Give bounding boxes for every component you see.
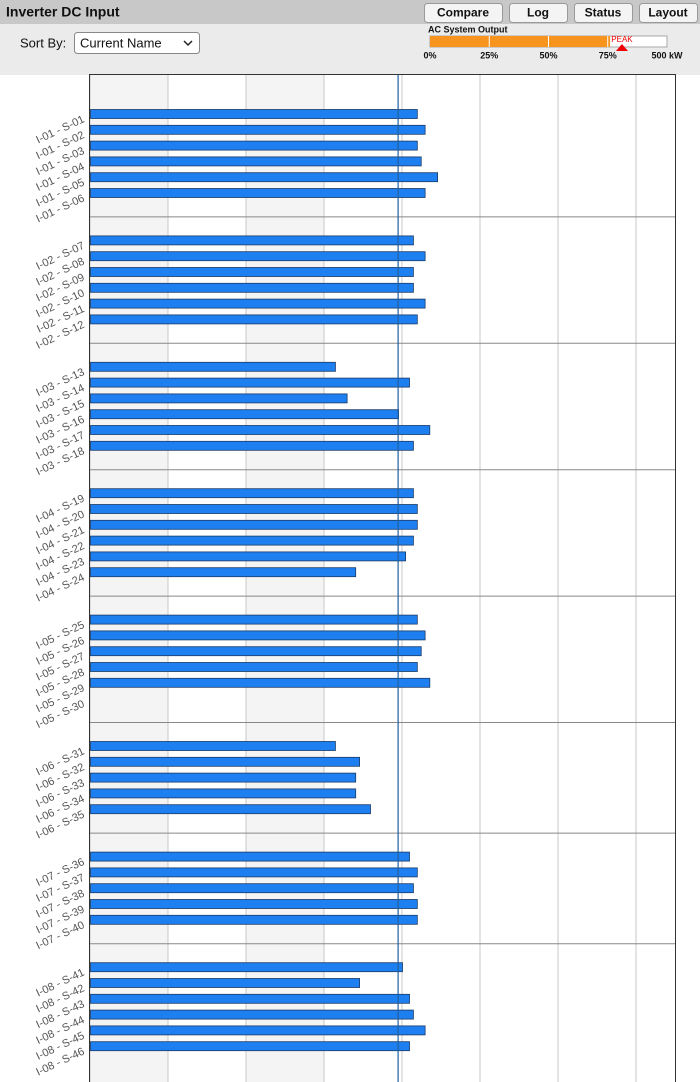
peak-marker (615, 44, 628, 51)
gauge-title: AC System Output (428, 24, 508, 34)
bar (90, 488, 414, 499)
bar (90, 235, 414, 246)
bar (90, 646, 422, 657)
bar (90, 551, 407, 562)
bar (90, 978, 361, 988)
bar (90, 519, 418, 530)
bar (90, 425, 431, 435)
bar (90, 1041, 410, 1052)
bar (90, 393, 348, 404)
bar (90, 361, 336, 372)
sort-label: Sort By: (20, 35, 66, 50)
bar (90, 756, 361, 767)
bar (90, 567, 357, 578)
bar (90, 899, 418, 909)
bar (90, 1009, 414, 1020)
button[interactable]: Log (509, 3, 568, 23)
bar (90, 962, 403, 973)
label-area (0, 75, 89, 1082)
gauge-tick-label: 50% (539, 50, 557, 60)
bar (90, 804, 371, 815)
bar (90, 314, 418, 325)
bar (90, 140, 418, 151)
gauge-tick-label: 500 kW (651, 50, 683, 60)
bar (90, 914, 418, 925)
bar (90, 172, 439, 183)
bar (90, 156, 422, 167)
sort-value: Current Name (80, 35, 162, 50)
bar (90, 377, 410, 388)
bar (90, 614, 418, 625)
grid-band (246, 75, 324, 1082)
button-label: Status (585, 6, 622, 20)
button-face (424, 3, 503, 23)
button-label: Log (527, 6, 549, 20)
button-face (574, 3, 633, 23)
bar (90, 851, 410, 862)
page-title: Inverter DC Input (6, 4, 120, 20)
button[interactable]: Status (574, 3, 633, 23)
bar (90, 440, 414, 451)
button-label: Compare (437, 6, 489, 20)
bar (90, 251, 426, 262)
button-face (509, 3, 568, 23)
bar (90, 630, 426, 641)
bar (90, 867, 418, 878)
bar (90, 1025, 426, 1036)
bar (90, 124, 426, 135)
bar (90, 504, 418, 514)
peak-label: PEAK (611, 35, 633, 44)
button-label: Layout (648, 6, 687, 20)
bar (90, 282, 414, 293)
bar (90, 788, 357, 799)
button[interactable]: Compare (424, 3, 503, 23)
grid-band (90, 75, 168, 1082)
bar (90, 298, 426, 309)
gauge-tick-label: 25% (480, 50, 498, 60)
gauge-fill (430, 36, 611, 47)
bar (90, 188, 426, 198)
gauge-tick-label: 0% (423, 50, 436, 60)
gauge-tick-label: 75% (599, 50, 617, 60)
bar (90, 109, 418, 119)
button-face (639, 3, 698, 23)
bar (90, 741, 336, 751)
bar (90, 662, 418, 672)
bar (90, 772, 357, 783)
bar (90, 883, 414, 894)
bar (90, 993, 410, 1004)
plot-border (89, 74, 676, 1082)
sort-select[interactable]: Current Name (74, 32, 200, 54)
button[interactable]: Layout (639, 3, 698, 23)
bar (90, 677, 431, 688)
bar (90, 535, 414, 546)
bar (90, 409, 400, 420)
bar (90, 267, 414, 277)
